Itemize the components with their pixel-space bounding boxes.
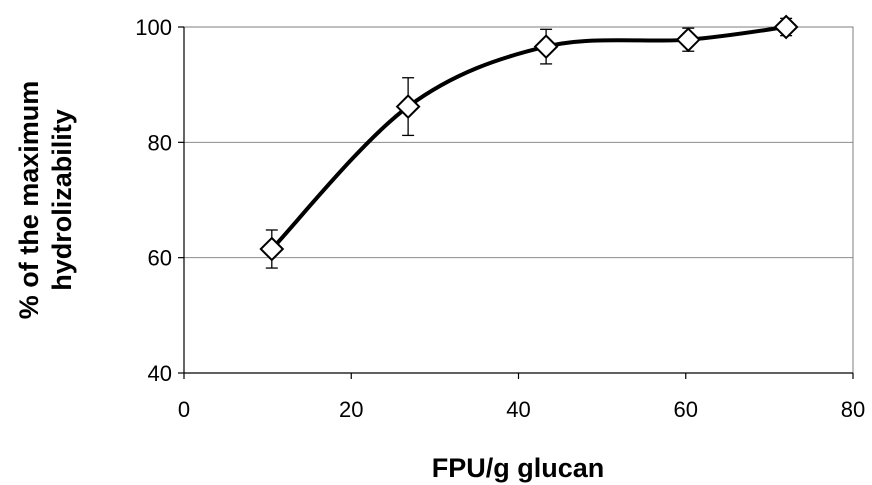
data-point-2	[533, 34, 559, 60]
x-tick-label-80: 80	[841, 397, 865, 422]
gridlines	[184, 26, 853, 374]
y-tick-label-100: 100	[135, 15, 172, 40]
y-axis-title: % of the maximum hydrolizability	[14, 81, 77, 320]
data-point-1	[395, 94, 421, 119]
y-tick-label-80: 80	[148, 130, 172, 155]
data-point-4	[773, 14, 799, 40]
x-tick-label-60: 60	[674, 397, 698, 422]
data-point-0	[259, 236, 285, 262]
y-axis-title-line-2: hydrolizability	[47, 109, 77, 291]
data-point-3	[675, 27, 701, 53]
series-0-line	[270, 25, 787, 251]
plot-area-frame	[183, 26, 854, 374]
series	[259, 14, 799, 269]
x-axis-title: FPU/g glucan	[432, 453, 605, 483]
y-tick-label-60: 60	[148, 246, 172, 271]
y-tick-label-40: 40	[148, 361, 172, 386]
tick-labels: 40 60 80 100 0 20 40 60 80	[135, 15, 865, 422]
x-tick-label-0: 0	[178, 397, 190, 422]
y-axis-title-line-1: % of the maximum	[14, 81, 44, 320]
axes	[183, 27, 853, 374]
x-tick-label-40: 40	[506, 397, 530, 422]
x-tick-label-20: 20	[339, 397, 363, 422]
